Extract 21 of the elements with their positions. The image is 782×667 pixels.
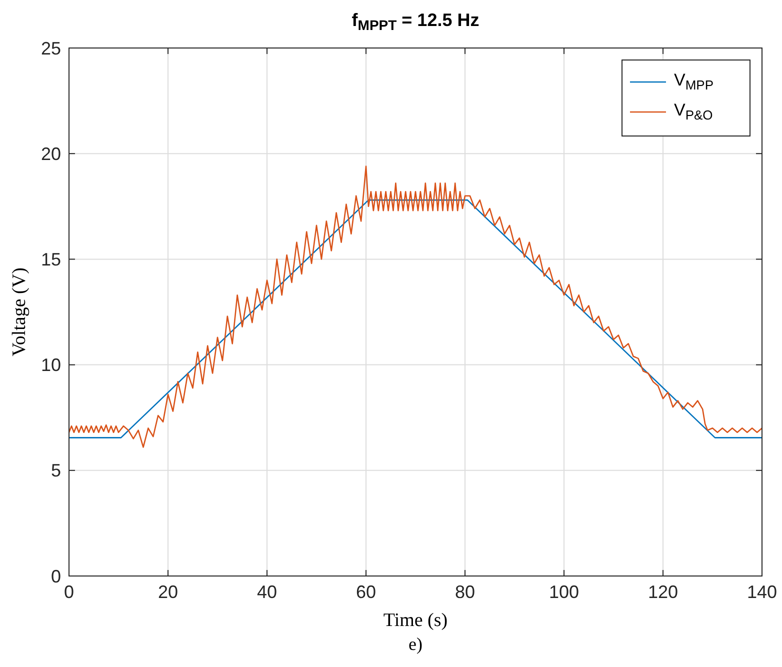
text: e) (408, 634, 422, 654)
x-tick-label: 0 (64, 582, 74, 602)
x-tick-label: 80 (454, 582, 476, 602)
y-tick-label: 15 (40, 250, 61, 270)
x-tick-label: 60 (356, 582, 376, 602)
legend-label: V$_{P&O}$ (674, 100, 713, 122)
chart-title: f$_{MPPT}$ = 12.5 Hz (352, 10, 480, 34)
x-tick-label: 40 (256, 582, 278, 602)
y-tick-label: 0 (50, 566, 61, 586)
y-tick-label: 20 (40, 144, 61, 164)
x-tick-label: 100 (548, 582, 580, 602)
line-series (68, 166, 763, 448)
y-tick-label: 25 (40, 38, 61, 58)
x-tick-label: 20 (158, 582, 178, 602)
y-tick-label: 5 (50, 460, 61, 481)
x-axis-title: Time (s) (383, 610, 448, 631)
y-tick-label: 10 (40, 355, 61, 376)
legend-label: V$_{MPP}$ (674, 70, 714, 92)
x-tick-label: 140 (746, 582, 778, 602)
y-axis-title: Voltage (V) (9, 268, 30, 356)
x-tick-label: 120 (648, 582, 678, 602)
